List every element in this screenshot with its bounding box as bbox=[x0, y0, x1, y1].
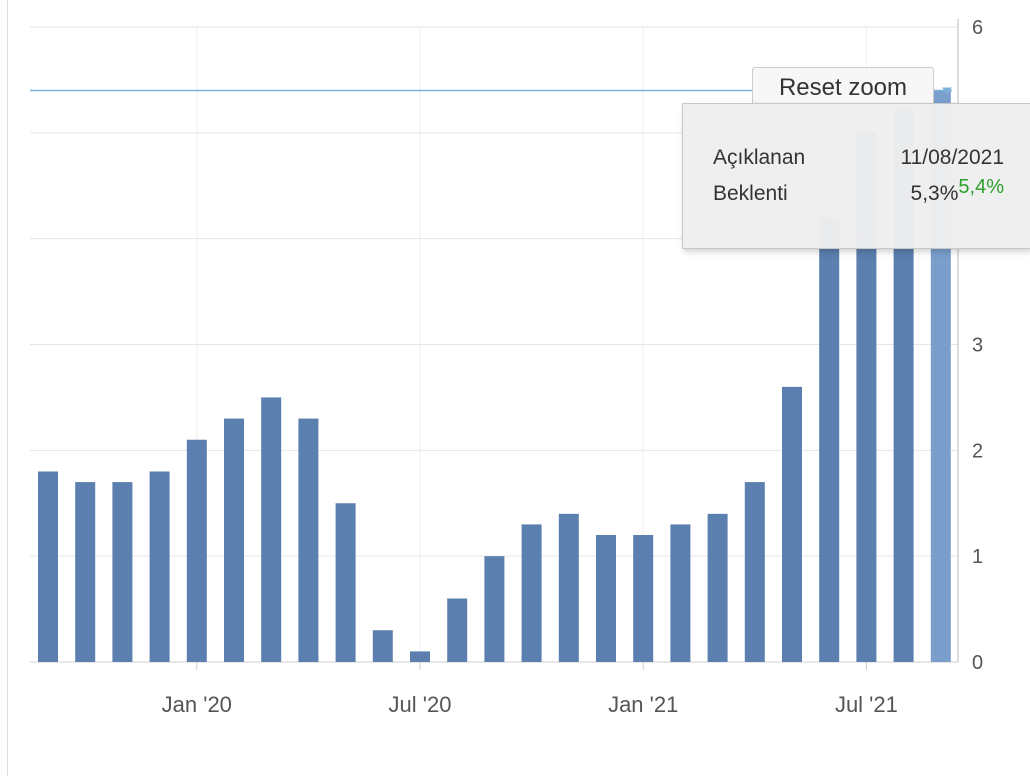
x-tick-label: Jul '21 bbox=[835, 692, 898, 717]
chart-bar bbox=[819, 217, 840, 662]
y-tick-label: 3 bbox=[972, 335, 983, 357]
tooltip-forecast-values: 5,3%5,4% bbox=[910, 176, 1004, 206]
tooltip-forecast-value: 5,3% bbox=[910, 182, 959, 205]
chart-bar bbox=[744, 482, 765, 662]
chart-bar bbox=[633, 535, 654, 662]
chart-bar bbox=[856, 132, 877, 663]
reset-zoom-button[interactable]: Reset zoom bbox=[752, 67, 934, 109]
chart-bar bbox=[372, 630, 393, 662]
chart-bar bbox=[224, 418, 244, 662]
left-frame-border bbox=[0, 0, 8, 776]
tooltip-release-label: Açıklanan bbox=[713, 146, 806, 169]
chart-bar bbox=[521, 524, 542, 662]
chart-bar bbox=[112, 482, 133, 662]
chart-bar bbox=[149, 471, 170, 662]
y-tick-label: 6 bbox=[972, 17, 983, 39]
y-tick-label: 1 bbox=[972, 546, 983, 568]
tooltip-row-forecast: Beklenti 5,3%5,4% bbox=[713, 176, 1004, 206]
chart-bar bbox=[410, 651, 430, 662]
chart-bar bbox=[186, 439, 207, 662]
tooltip-release-value: 11/08/2021 bbox=[900, 146, 1004, 169]
chart-bar bbox=[335, 503, 356, 662]
chart-bar bbox=[596, 535, 616, 662]
chart-bar bbox=[707, 513, 728, 662]
y-tick-label: 2 bbox=[972, 440, 983, 462]
tooltip-row-release-date: Açıklanan 11/08/2021 bbox=[713, 146, 1004, 170]
chart-bar bbox=[38, 471, 58, 662]
chart-bar bbox=[484, 556, 505, 662]
chart-bar bbox=[558, 513, 579, 662]
chart-bar bbox=[670, 524, 691, 662]
chart-bar bbox=[447, 598, 468, 662]
tooltip-actual-value: 5,4% bbox=[958, 176, 1004, 198]
chart-bar bbox=[75, 482, 96, 662]
chart-bar bbox=[261, 397, 282, 662]
data-tooltip: Açıklanan 11/08/2021 Beklenti 5,3%5,4% bbox=[682, 103, 1030, 249]
chart-bar bbox=[782, 386, 802, 662]
x-tick-label: Jul '20 bbox=[389, 692, 452, 717]
x-tick-label: Jan '20 bbox=[162, 692, 232, 717]
chart-bar bbox=[298, 418, 319, 662]
x-tick-label: Jan '21 bbox=[608, 692, 678, 717]
tooltip-forecast-label: Beklenti bbox=[713, 182, 788, 205]
y-tick-label: 0 bbox=[972, 652, 983, 674]
forecast-marker bbox=[942, 87, 952, 95]
